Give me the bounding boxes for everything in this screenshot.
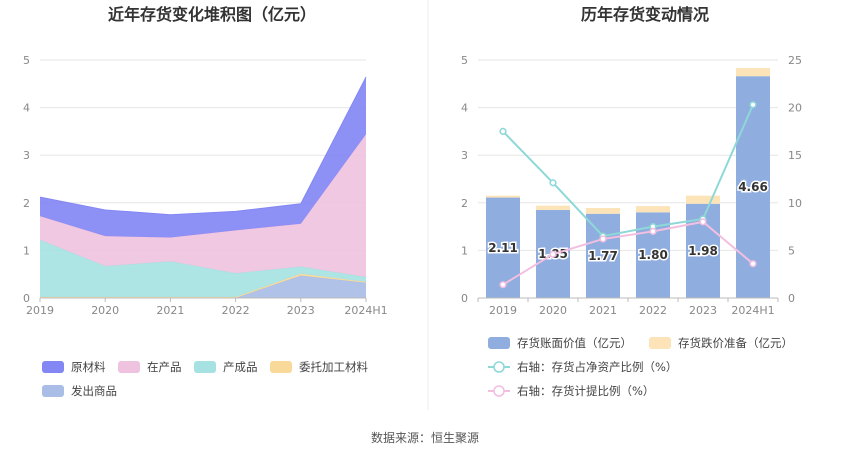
- legend-swatch: [118, 361, 140, 373]
- left-y-tick: 0: [23, 292, 30, 305]
- bar-impairment: [536, 205, 570, 210]
- area-原材料: [40, 77, 366, 238]
- bar-impairment: [736, 68, 770, 77]
- left-x-tick: 2021: [156, 304, 184, 317]
- right-y-right-tick: 20: [788, 102, 802, 115]
- right-x-tick: 2024H1: [731, 304, 774, 317]
- line-point: [599, 235, 607, 243]
- legend-label: 存货跌价准备（亿元）: [678, 336, 793, 350]
- bar-book-value: [586, 213, 620, 298]
- bar-impairment: [636, 206, 670, 213]
- right-lines: [499, 101, 757, 289]
- bar-value-label: 1.77: [588, 249, 618, 263]
- area-edge: [39, 76, 367, 216]
- legend-item-右轴：存货占净资产比例（%）[interactable]: 右轴：存货占净资产比例（%）: [488, 360, 677, 374]
- line-point: [699, 218, 707, 226]
- legend-item-右轴：存货计提比例（%）[interactable]: 右轴：存货计提比例（%）: [488, 384, 654, 398]
- legend-label: 委托加工材料: [299, 360, 368, 374]
- stacked-area-chart: 近年存货变化堆积图（亿元） 0 1 2 3 4 5 2019 2020 2021 2022 202…: [23, 5, 388, 398]
- legend-item-产成品[interactable]: 产成品: [194, 360, 258, 374]
- left-x-tick: 2019: [26, 304, 54, 317]
- legend-label: 右轴：存货计提比例（%）: [517, 384, 654, 398]
- line-point: [749, 101, 757, 109]
- bar-impairment: [686, 195, 720, 204]
- left-chart-title: 近年存货变化堆积图（亿元）: [108, 5, 316, 24]
- right-axis: 2019 2020 2021 2022 2023 2024H1: [477, 297, 779, 317]
- line-point: [749, 260, 757, 268]
- left-y-tick: 2: [23, 197, 30, 210]
- right-x-tick: 2019: [489, 304, 517, 317]
- legend-label: 右轴：存货占净资产比例（%）: [517, 360, 677, 374]
- line-point: [499, 281, 507, 289]
- left-areas: [39, 76, 367, 299]
- left-y-tick: 4: [23, 102, 30, 115]
- right-y-right-tick: 15: [788, 149, 802, 162]
- left-x-tick: 2023: [287, 304, 315, 317]
- right-y-left-tick: 0: [461, 292, 468, 305]
- line-point: [649, 227, 657, 235]
- right-y-left-tick: 4: [461, 102, 468, 115]
- right-bars: 2.111.851.771.801.984.66: [486, 68, 770, 299]
- right-y-right-tick: 10: [788, 197, 802, 210]
- legend-item-存货跌价准备（亿元）[interactable]: 存货跌价准备（亿元）: [649, 336, 793, 350]
- legend-label: 发出商品: [71, 384, 117, 398]
- line-series-1: [502, 220, 754, 286]
- legend-item-在产品[interactable]: 在产品: [118, 360, 182, 374]
- legend-label: 存货账面价值（亿元）: [517, 336, 632, 350]
- legend-marker: [493, 385, 505, 397]
- left-y-tick: 3: [23, 149, 30, 162]
- right-x-tick: 2022: [639, 304, 667, 317]
- legend-swatch: [42, 385, 64, 397]
- right-legend: 存货账面价值（亿元） 存货跌价准备（亿元）右轴：存货占净资产比例（%） 右轴：存货计…: [488, 336, 793, 398]
- right-y-right-tick: 5: [788, 244, 795, 257]
- left-axis: 2019 2020 2021 2022 2023 2024H1: [26, 297, 388, 317]
- right-y-left-tick: 3: [461, 149, 468, 162]
- right-x-tick: 2023: [689, 304, 717, 317]
- line-series-0: [502, 104, 754, 238]
- left-x-tick: 2022: [222, 304, 250, 317]
- right-y-left-tick: 1: [461, 244, 468, 257]
- legend-swatch: [194, 361, 216, 373]
- legend-label: 产成品: [223, 360, 258, 374]
- line-point: [549, 179, 557, 187]
- left-y-tick: 1: [23, 244, 30, 257]
- legend-label: 原材料: [71, 360, 106, 374]
- bar-value-label: 1.98: [688, 244, 718, 258]
- right-y-left-tick: 2: [461, 197, 468, 210]
- left-x-tick: 2024H1: [344, 304, 387, 317]
- legend-label: 在产品: [147, 360, 182, 374]
- bar-impairment: [486, 195, 520, 198]
- legend-swatch: [488, 337, 510, 349]
- right-y-right-tick: 25: [788, 54, 802, 67]
- right-chart-title: 历年存货变动情况: [581, 5, 709, 24]
- bar-value-label: 2.11: [488, 241, 518, 255]
- bar-value-label: 1.80: [638, 248, 668, 262]
- legend-marker: [493, 361, 505, 373]
- bar-value-label: 4.66: [738, 180, 768, 194]
- left-y-tick: 5: [23, 54, 30, 67]
- line-point: [549, 250, 557, 258]
- legend-item-委托加工材料[interactable]: 委托加工材料: [270, 360, 368, 374]
- right-x-tick: 2021: [589, 304, 617, 317]
- legend-item-存货账面价值（亿元）[interactable]: 存货账面价值（亿元）: [488, 336, 632, 350]
- data-source: 数据来源：恒生聚源: [371, 430, 479, 445]
- area-在产品: [40, 134, 366, 278]
- bar-impairment: [586, 208, 620, 214]
- legend-item-发出商品[interactable]: 发出商品: [42, 384, 117, 398]
- legend-swatch: [270, 361, 292, 373]
- left-x-tick: 2020: [91, 304, 119, 317]
- area-产成品: [40, 239, 366, 298]
- legend-swatch: [649, 337, 671, 349]
- right-y-left-tick: 5: [461, 54, 468, 67]
- legend-swatch: [42, 361, 64, 373]
- line-point: [499, 127, 507, 135]
- right-x-tick: 2020: [539, 304, 567, 317]
- legend-item-原材料[interactable]: 原材料: [42, 360, 106, 374]
- right-y-right-tick: 0: [788, 292, 795, 305]
